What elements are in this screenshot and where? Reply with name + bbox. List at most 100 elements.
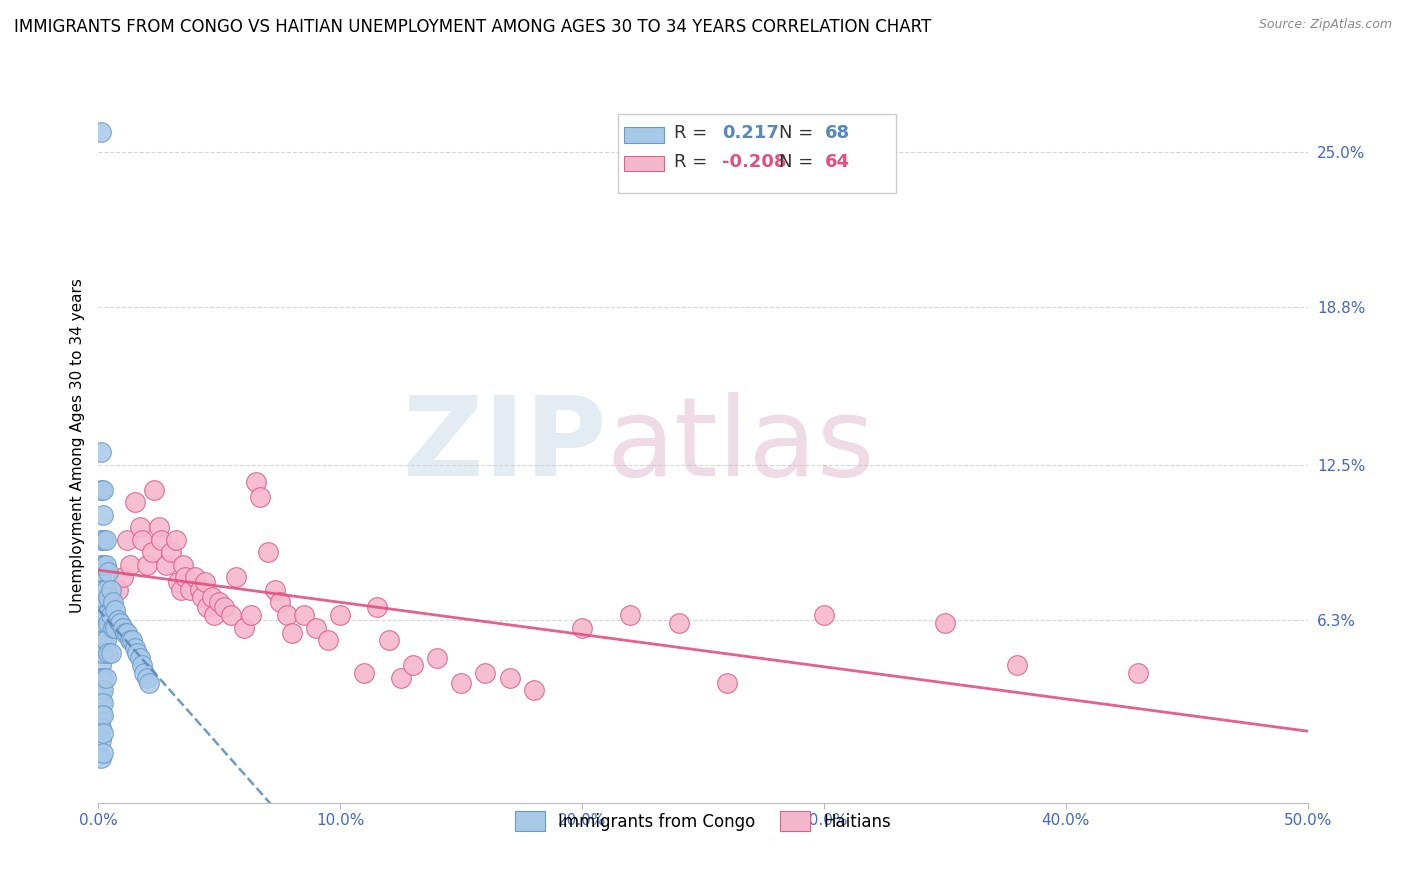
Point xyxy=(94,633,117,648)
Point xyxy=(100,646,122,660)
Point xyxy=(256,545,278,559)
Point xyxy=(91,646,114,660)
Point xyxy=(97,646,120,660)
Text: R =: R = xyxy=(673,153,707,171)
Point xyxy=(100,607,122,622)
Point xyxy=(91,746,114,760)
Text: 64: 64 xyxy=(825,153,851,171)
Point xyxy=(90,125,112,139)
Point xyxy=(155,558,177,572)
Point xyxy=(141,545,163,559)
Point xyxy=(91,683,114,698)
Point xyxy=(91,671,114,685)
Point xyxy=(94,533,117,547)
Point xyxy=(91,725,114,739)
Text: Source: ZipAtlas.com: Source: ZipAtlas.com xyxy=(1258,18,1392,31)
Point xyxy=(1007,658,1029,673)
Point xyxy=(91,582,114,597)
Point xyxy=(305,621,328,635)
Point xyxy=(160,545,183,559)
Point xyxy=(107,582,129,597)
Point xyxy=(135,558,157,572)
Point xyxy=(100,591,122,605)
Point xyxy=(91,483,114,497)
Point xyxy=(94,558,117,572)
Point xyxy=(91,558,114,572)
Point xyxy=(127,646,149,660)
Point xyxy=(117,625,139,640)
Point xyxy=(498,671,520,685)
Point xyxy=(91,696,114,710)
Text: atlas: atlas xyxy=(606,392,875,500)
Point xyxy=(118,633,141,648)
Point xyxy=(194,575,217,590)
Point xyxy=(221,607,243,622)
Point xyxy=(716,675,738,690)
Point xyxy=(191,591,214,605)
Point xyxy=(167,575,190,590)
Point xyxy=(212,600,235,615)
Point xyxy=(619,607,641,622)
Point xyxy=(138,675,160,690)
Point xyxy=(118,558,141,572)
Point xyxy=(131,658,153,673)
Point xyxy=(316,633,339,648)
Point xyxy=(90,733,112,747)
Point xyxy=(90,533,112,547)
Point xyxy=(124,495,146,509)
Point xyxy=(104,621,127,635)
Point xyxy=(172,558,194,572)
Point xyxy=(245,475,267,490)
Point xyxy=(100,582,122,597)
Text: 0.217: 0.217 xyxy=(723,125,779,143)
Point xyxy=(134,665,156,680)
Point xyxy=(90,621,112,635)
Point xyxy=(97,566,120,580)
Point xyxy=(208,595,231,609)
Point xyxy=(184,570,207,584)
Point xyxy=(94,607,117,622)
Point xyxy=(97,615,120,630)
FancyBboxPatch shape xyxy=(619,114,897,193)
Point xyxy=(571,621,593,635)
Point xyxy=(90,570,112,584)
Point xyxy=(128,650,150,665)
Point xyxy=(104,603,127,617)
Point xyxy=(225,570,247,584)
Point xyxy=(1128,665,1150,680)
Point xyxy=(377,633,399,648)
Point xyxy=(107,613,129,627)
Point xyxy=(232,621,254,635)
Point xyxy=(281,625,304,640)
Point xyxy=(239,607,262,622)
Point xyxy=(101,595,124,609)
Point xyxy=(91,607,114,622)
Text: -0.208: -0.208 xyxy=(723,153,787,171)
FancyBboxPatch shape xyxy=(624,155,664,171)
FancyBboxPatch shape xyxy=(624,127,664,143)
Point xyxy=(90,595,112,609)
Point xyxy=(94,671,117,685)
Text: ZIP: ZIP xyxy=(404,392,606,500)
Point xyxy=(292,607,315,622)
Point xyxy=(101,621,124,635)
Point xyxy=(668,615,690,630)
Point xyxy=(90,607,112,622)
Text: N =: N = xyxy=(779,125,814,143)
Point xyxy=(91,533,114,547)
Point xyxy=(90,646,112,660)
Point xyxy=(124,640,146,655)
Point xyxy=(91,595,114,609)
Point xyxy=(131,533,153,547)
Point xyxy=(143,483,166,497)
Point xyxy=(450,675,472,690)
Point xyxy=(104,621,127,635)
Point xyxy=(94,582,117,597)
Point xyxy=(195,600,218,615)
Point xyxy=(135,671,157,685)
Point xyxy=(90,750,112,764)
Point xyxy=(402,658,425,673)
Point xyxy=(90,558,112,572)
Point xyxy=(269,595,291,609)
Point xyxy=(90,445,112,459)
